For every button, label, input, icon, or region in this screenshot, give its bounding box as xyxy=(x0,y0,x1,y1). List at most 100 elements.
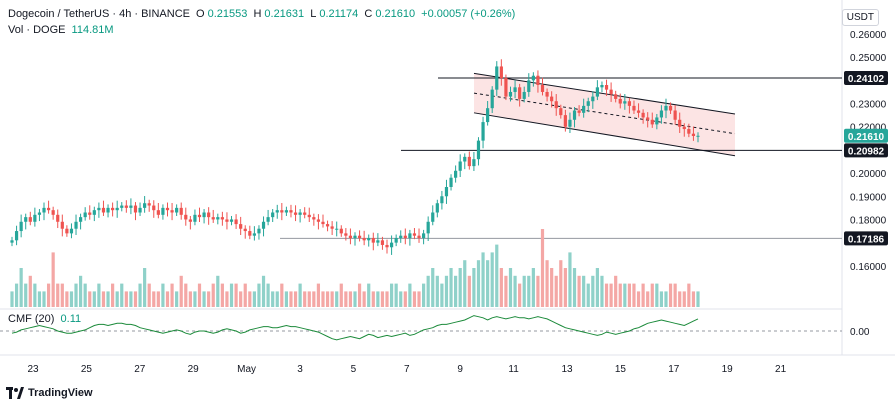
candle-body xyxy=(120,205,124,208)
price-label-box xyxy=(844,143,888,158)
candle-body xyxy=(426,221,430,234)
candle-body xyxy=(632,105,636,111)
candle-body xyxy=(440,196,444,204)
x-tick-label: 27 xyxy=(134,364,146,375)
volume-bar xyxy=(298,283,302,307)
candle-body xyxy=(650,119,654,125)
candle-body xyxy=(668,105,673,111)
price-label-text: 0.24102 xyxy=(848,74,885,85)
symbol-title: Dogecoin / TetherUS · 4h · BINANCE xyxy=(8,8,190,20)
volume-bar xyxy=(316,283,321,307)
candle-body xyxy=(518,87,522,99)
candle-body xyxy=(197,214,202,218)
cmf-legend: CMF (20) 0.11 xyxy=(8,313,84,325)
candle-body xyxy=(152,205,156,211)
open-label: O xyxy=(196,8,205,20)
candle-body xyxy=(220,217,224,220)
volume-bar xyxy=(124,291,128,307)
volume-bar xyxy=(321,291,325,307)
channel-fill xyxy=(474,73,735,156)
x-tick-label: 9 xyxy=(457,364,463,375)
volume-bar xyxy=(403,291,407,307)
candle-body xyxy=(357,235,362,238)
candle-body xyxy=(609,89,613,95)
brand-logo[interactable]: TradingView xyxy=(6,387,93,399)
candle-body xyxy=(28,217,32,222)
candle-body xyxy=(179,207,183,215)
currency-unit-button[interactable]: USDT xyxy=(841,9,879,26)
candle-body xyxy=(266,217,270,222)
candle-body xyxy=(37,212,42,215)
candle-body xyxy=(591,96,595,102)
volume-bar xyxy=(668,283,673,307)
cmf-value: 0.11 xyxy=(60,313,82,325)
volume-bar xyxy=(65,291,69,307)
volume-bar xyxy=(51,252,55,307)
candle-body xyxy=(486,108,490,123)
volume-bar xyxy=(696,291,700,307)
candle-body xyxy=(170,210,174,213)
candle-body xyxy=(24,217,28,222)
volume-bar xyxy=(175,291,179,307)
volume-bar xyxy=(220,283,224,307)
volume-bar xyxy=(518,283,522,307)
volume-bar xyxy=(202,291,206,307)
volume-bar xyxy=(508,268,513,307)
candle-body xyxy=(74,221,78,229)
candle-body xyxy=(129,205,133,208)
volume-bar xyxy=(394,283,398,307)
price-label-box xyxy=(844,231,888,246)
volume-bar xyxy=(161,283,165,307)
volume-bar xyxy=(623,283,627,307)
volume-bar xyxy=(111,283,115,307)
channel-upper-line xyxy=(473,72,736,115)
candle-body xyxy=(536,75,540,85)
candle-body xyxy=(42,207,46,213)
volume-bar xyxy=(357,283,362,307)
candle-body xyxy=(193,214,197,222)
volume-bar xyxy=(641,283,645,307)
volume-bar xyxy=(463,260,467,307)
candle-body xyxy=(307,214,311,218)
candle-body xyxy=(65,228,69,234)
volume-bar xyxy=(42,291,46,307)
candle-body xyxy=(156,210,160,215)
candle-body xyxy=(550,96,554,102)
volume-bar xyxy=(499,268,503,307)
low-label: L xyxy=(310,8,317,20)
y-tick-label: 0.22000 xyxy=(850,123,887,134)
y-tick-label: 0.25000 xyxy=(850,53,887,64)
candle-body xyxy=(367,238,371,241)
volume-bar xyxy=(678,291,682,307)
candle-body xyxy=(431,212,435,222)
candle-body xyxy=(271,212,275,218)
volume-bar xyxy=(97,283,101,307)
candle-body xyxy=(646,117,650,120)
volume-bar xyxy=(673,283,677,307)
candle-body xyxy=(421,233,426,238)
brand-name: TradingView xyxy=(28,387,93,399)
volume-bar xyxy=(513,275,517,307)
volume-bar xyxy=(490,252,494,307)
volume-bar xyxy=(481,252,485,307)
volume-bar xyxy=(454,275,458,307)
volume-bar xyxy=(101,291,106,307)
volume-bar xyxy=(682,291,686,307)
candle-body xyxy=(399,235,403,238)
candle-body xyxy=(678,119,682,127)
volume-bar xyxy=(563,268,567,307)
candle-body xyxy=(289,210,293,213)
volume-bar xyxy=(179,275,183,307)
volume-bar xyxy=(165,291,170,307)
channel-mid-line xyxy=(473,92,736,135)
volume-bar xyxy=(156,291,160,307)
candle-body xyxy=(133,205,138,213)
volume-bar xyxy=(614,275,618,307)
candle-body xyxy=(216,217,220,220)
volume-bar xyxy=(83,283,87,307)
candle-body xyxy=(540,85,545,92)
candle-body xyxy=(284,210,289,213)
candle-body xyxy=(33,214,37,222)
volume-bar xyxy=(330,291,334,307)
